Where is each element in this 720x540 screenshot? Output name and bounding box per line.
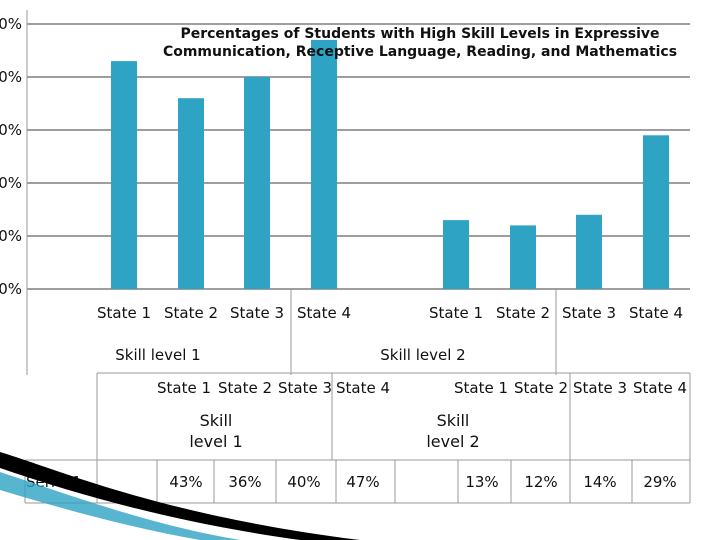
table-value: 29% xyxy=(643,473,676,491)
table-group-label: Skill xyxy=(200,411,233,430)
y-tick-label: 0% xyxy=(0,174,22,192)
chart-title-line: Communication, Receptive Language, Readi… xyxy=(163,44,677,60)
x-category-label: State 4 xyxy=(629,304,683,322)
y-tick-label: 0% xyxy=(0,15,22,33)
bar xyxy=(576,214,602,289)
bar xyxy=(643,135,669,289)
x-category-label: State 4 xyxy=(297,304,351,322)
table-group-label: Skill xyxy=(437,411,470,430)
table-category-label: State 1 xyxy=(157,379,211,397)
x-category-label: State 2 xyxy=(164,304,218,322)
bar xyxy=(311,39,337,290)
table-value: 40% xyxy=(287,473,320,491)
x-group-label: Skill level 2 xyxy=(380,346,465,364)
y-tick-label: 0% xyxy=(0,68,22,86)
bar xyxy=(111,61,137,289)
y-tick-label: 0% xyxy=(0,227,22,245)
chart-title-line: Percentages of Students with High Skill … xyxy=(180,26,659,42)
x-group-label: Skill level 1 xyxy=(115,346,200,364)
table-category-label: State 2 xyxy=(218,379,272,397)
table-category-label: State 2 xyxy=(514,379,568,397)
data-table: State 1 State 2 State 3 State 4 State 1 State… xyxy=(24,288,691,504)
bar xyxy=(510,225,536,289)
table-category-label: State 3 xyxy=(573,379,627,397)
table-value: 12% xyxy=(524,473,557,491)
bars xyxy=(111,39,669,290)
y-tick-label: 0% xyxy=(0,121,22,139)
table-category-label: State 3 xyxy=(278,379,332,397)
table-category-label: State 4 xyxy=(633,379,687,397)
table-value: 14% xyxy=(583,473,616,491)
table-category-label: State 1 xyxy=(454,379,508,397)
x-category-label: State 2 xyxy=(496,304,550,322)
table-category-label: State 4 xyxy=(336,379,390,397)
x-category-label: State 1 xyxy=(429,304,483,322)
x-category-label: State 1 xyxy=(97,304,151,322)
y-tick-label: 0% xyxy=(0,280,22,298)
table-group-label: level 1 xyxy=(189,432,242,451)
table-value: 43% xyxy=(169,473,202,491)
table-value: 36% xyxy=(228,473,261,491)
table-group-label: level 2 xyxy=(426,432,479,451)
table-value: 47% xyxy=(346,473,379,491)
decoration xyxy=(0,452,360,540)
bar xyxy=(244,77,270,289)
chart-title: Percentages of Students with High Skill … xyxy=(163,26,677,60)
x-category-label: State 3 xyxy=(230,304,284,322)
y-axis-ticks: 0% 0% 0% 0% 0% 0% xyxy=(0,15,22,298)
bar xyxy=(443,220,469,289)
table-value: 13% xyxy=(465,473,498,491)
bar xyxy=(178,98,204,289)
x-category-label: State 3 xyxy=(562,304,616,322)
